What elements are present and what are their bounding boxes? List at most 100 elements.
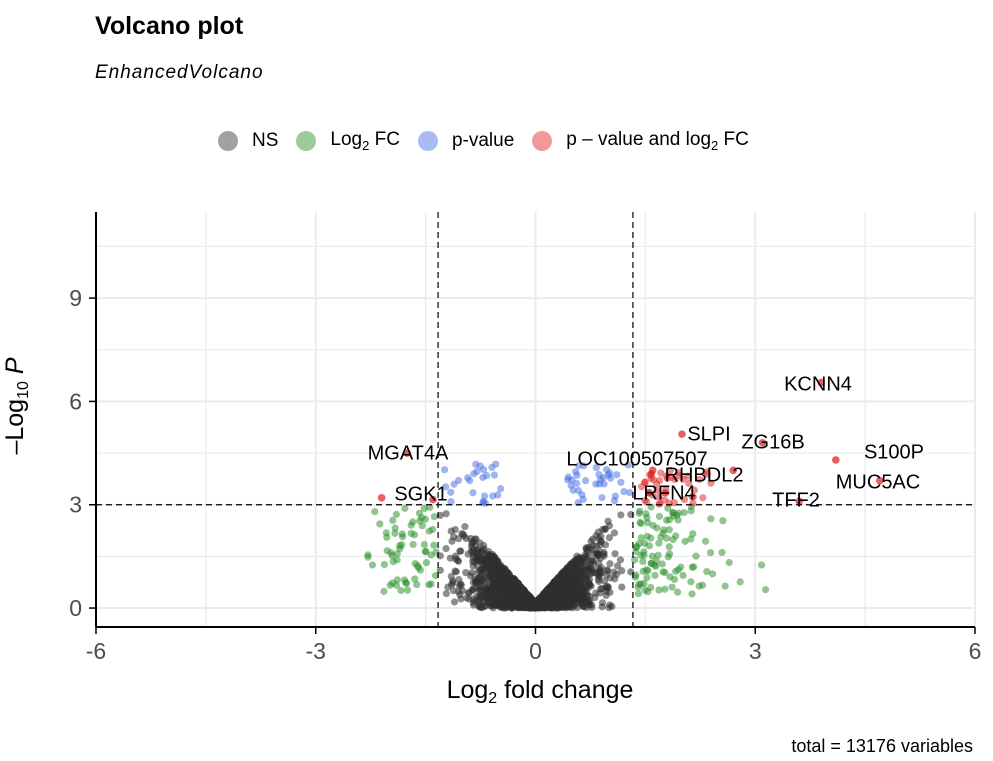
data-point <box>474 575 482 583</box>
data-point <box>442 589 450 598</box>
data-point <box>413 580 421 589</box>
data-point <box>606 560 614 568</box>
data-point <box>415 509 424 517</box>
data-point <box>452 568 460 576</box>
legend-swatch-fc-p <box>532 130 553 151</box>
data-point <box>640 539 649 547</box>
data-point <box>719 517 727 525</box>
data-point <box>568 476 576 484</box>
highlight-point <box>875 476 884 485</box>
data-point <box>418 522 426 530</box>
data-point <box>513 582 521 590</box>
data-point <box>637 534 645 542</box>
data-point <box>450 598 459 606</box>
legend-label-ns: NS <box>252 130 279 151</box>
data-point <box>604 471 612 479</box>
data-point <box>494 491 502 499</box>
data-point <box>620 488 628 496</box>
data-point <box>567 567 575 575</box>
legend-item-fc: Log2 FC <box>296 129 400 153</box>
data-point <box>687 507 695 515</box>
data-point <box>519 593 527 601</box>
data-point <box>666 466 675 475</box>
y-tick-label: 3 <box>69 492 82 518</box>
data-point <box>571 589 579 597</box>
data-point <box>480 492 489 500</box>
data-point <box>595 577 603 586</box>
data-point <box>426 503 434 511</box>
data-point <box>578 566 586 574</box>
point-label: TFF2 <box>772 489 820 511</box>
data-point <box>579 495 587 503</box>
data-point <box>655 586 663 594</box>
data-point <box>391 524 399 532</box>
data-point <box>672 532 680 540</box>
highlight-point <box>817 378 825 387</box>
data-point <box>442 510 450 518</box>
point-label: RHBDL2 <box>665 464 744 486</box>
data-point <box>624 461 632 469</box>
point-label: LOC100507507 <box>566 448 707 470</box>
data-point <box>688 590 696 598</box>
x-tick-label: 3 <box>749 638 762 664</box>
point-label: SLPI <box>687 423 730 445</box>
data-point <box>510 588 518 596</box>
data-point <box>444 583 452 591</box>
data-point <box>663 516 671 524</box>
data-point <box>397 586 405 595</box>
data-point <box>689 530 697 538</box>
highlight-point <box>729 466 738 475</box>
highlight-point <box>377 494 386 502</box>
data-point <box>514 598 522 606</box>
data-point <box>364 553 372 561</box>
data-point <box>584 598 593 606</box>
data-point <box>592 464 600 472</box>
chart-subtitle: EnhancedVolcano <box>95 62 264 83</box>
data-point <box>611 575 619 583</box>
highlight-point <box>403 449 412 457</box>
data-point <box>661 585 669 593</box>
data-point <box>585 564 594 573</box>
x-axis-title: Log2 fold change <box>446 676 634 707</box>
data-point <box>476 584 484 592</box>
data-point <box>389 516 397 524</box>
data-point <box>387 549 395 557</box>
data-point <box>479 565 487 574</box>
highlight-point <box>645 488 653 497</box>
data-point <box>626 488 634 497</box>
data-point <box>649 521 657 530</box>
data-point <box>604 583 613 591</box>
data-point <box>725 558 733 567</box>
data-point <box>655 493 663 501</box>
data-point <box>469 562 477 570</box>
data-point <box>522 598 530 606</box>
data-point <box>631 556 639 564</box>
data-point <box>487 600 495 609</box>
legend-label-fc: Log2 FC <box>330 129 400 153</box>
data-point <box>401 504 409 512</box>
legend-label-fc-p: p – value and log2 FC <box>566 129 749 153</box>
data-point <box>638 483 646 491</box>
data-point <box>547 585 555 593</box>
data-point <box>573 552 581 560</box>
data-point <box>420 540 428 549</box>
data-point <box>617 511 625 519</box>
data-point <box>468 538 476 547</box>
data-point <box>653 486 661 494</box>
y-tick-label: 6 <box>69 388 82 414</box>
data-point <box>597 585 605 593</box>
legend-item-pvalue: p-value <box>417 130 514 152</box>
data-point <box>430 541 438 549</box>
data-point <box>673 588 682 596</box>
point-label: ZG16B <box>741 431 804 453</box>
data-point <box>648 552 656 560</box>
data-point <box>699 494 707 502</box>
data-point <box>663 534 671 542</box>
data-point <box>554 585 563 593</box>
data-point <box>605 522 614 530</box>
data-point <box>643 573 651 582</box>
x-tick-label: -3 <box>306 638 326 664</box>
data-point <box>690 486 699 494</box>
data-point <box>469 548 477 557</box>
data-point <box>643 514 651 522</box>
